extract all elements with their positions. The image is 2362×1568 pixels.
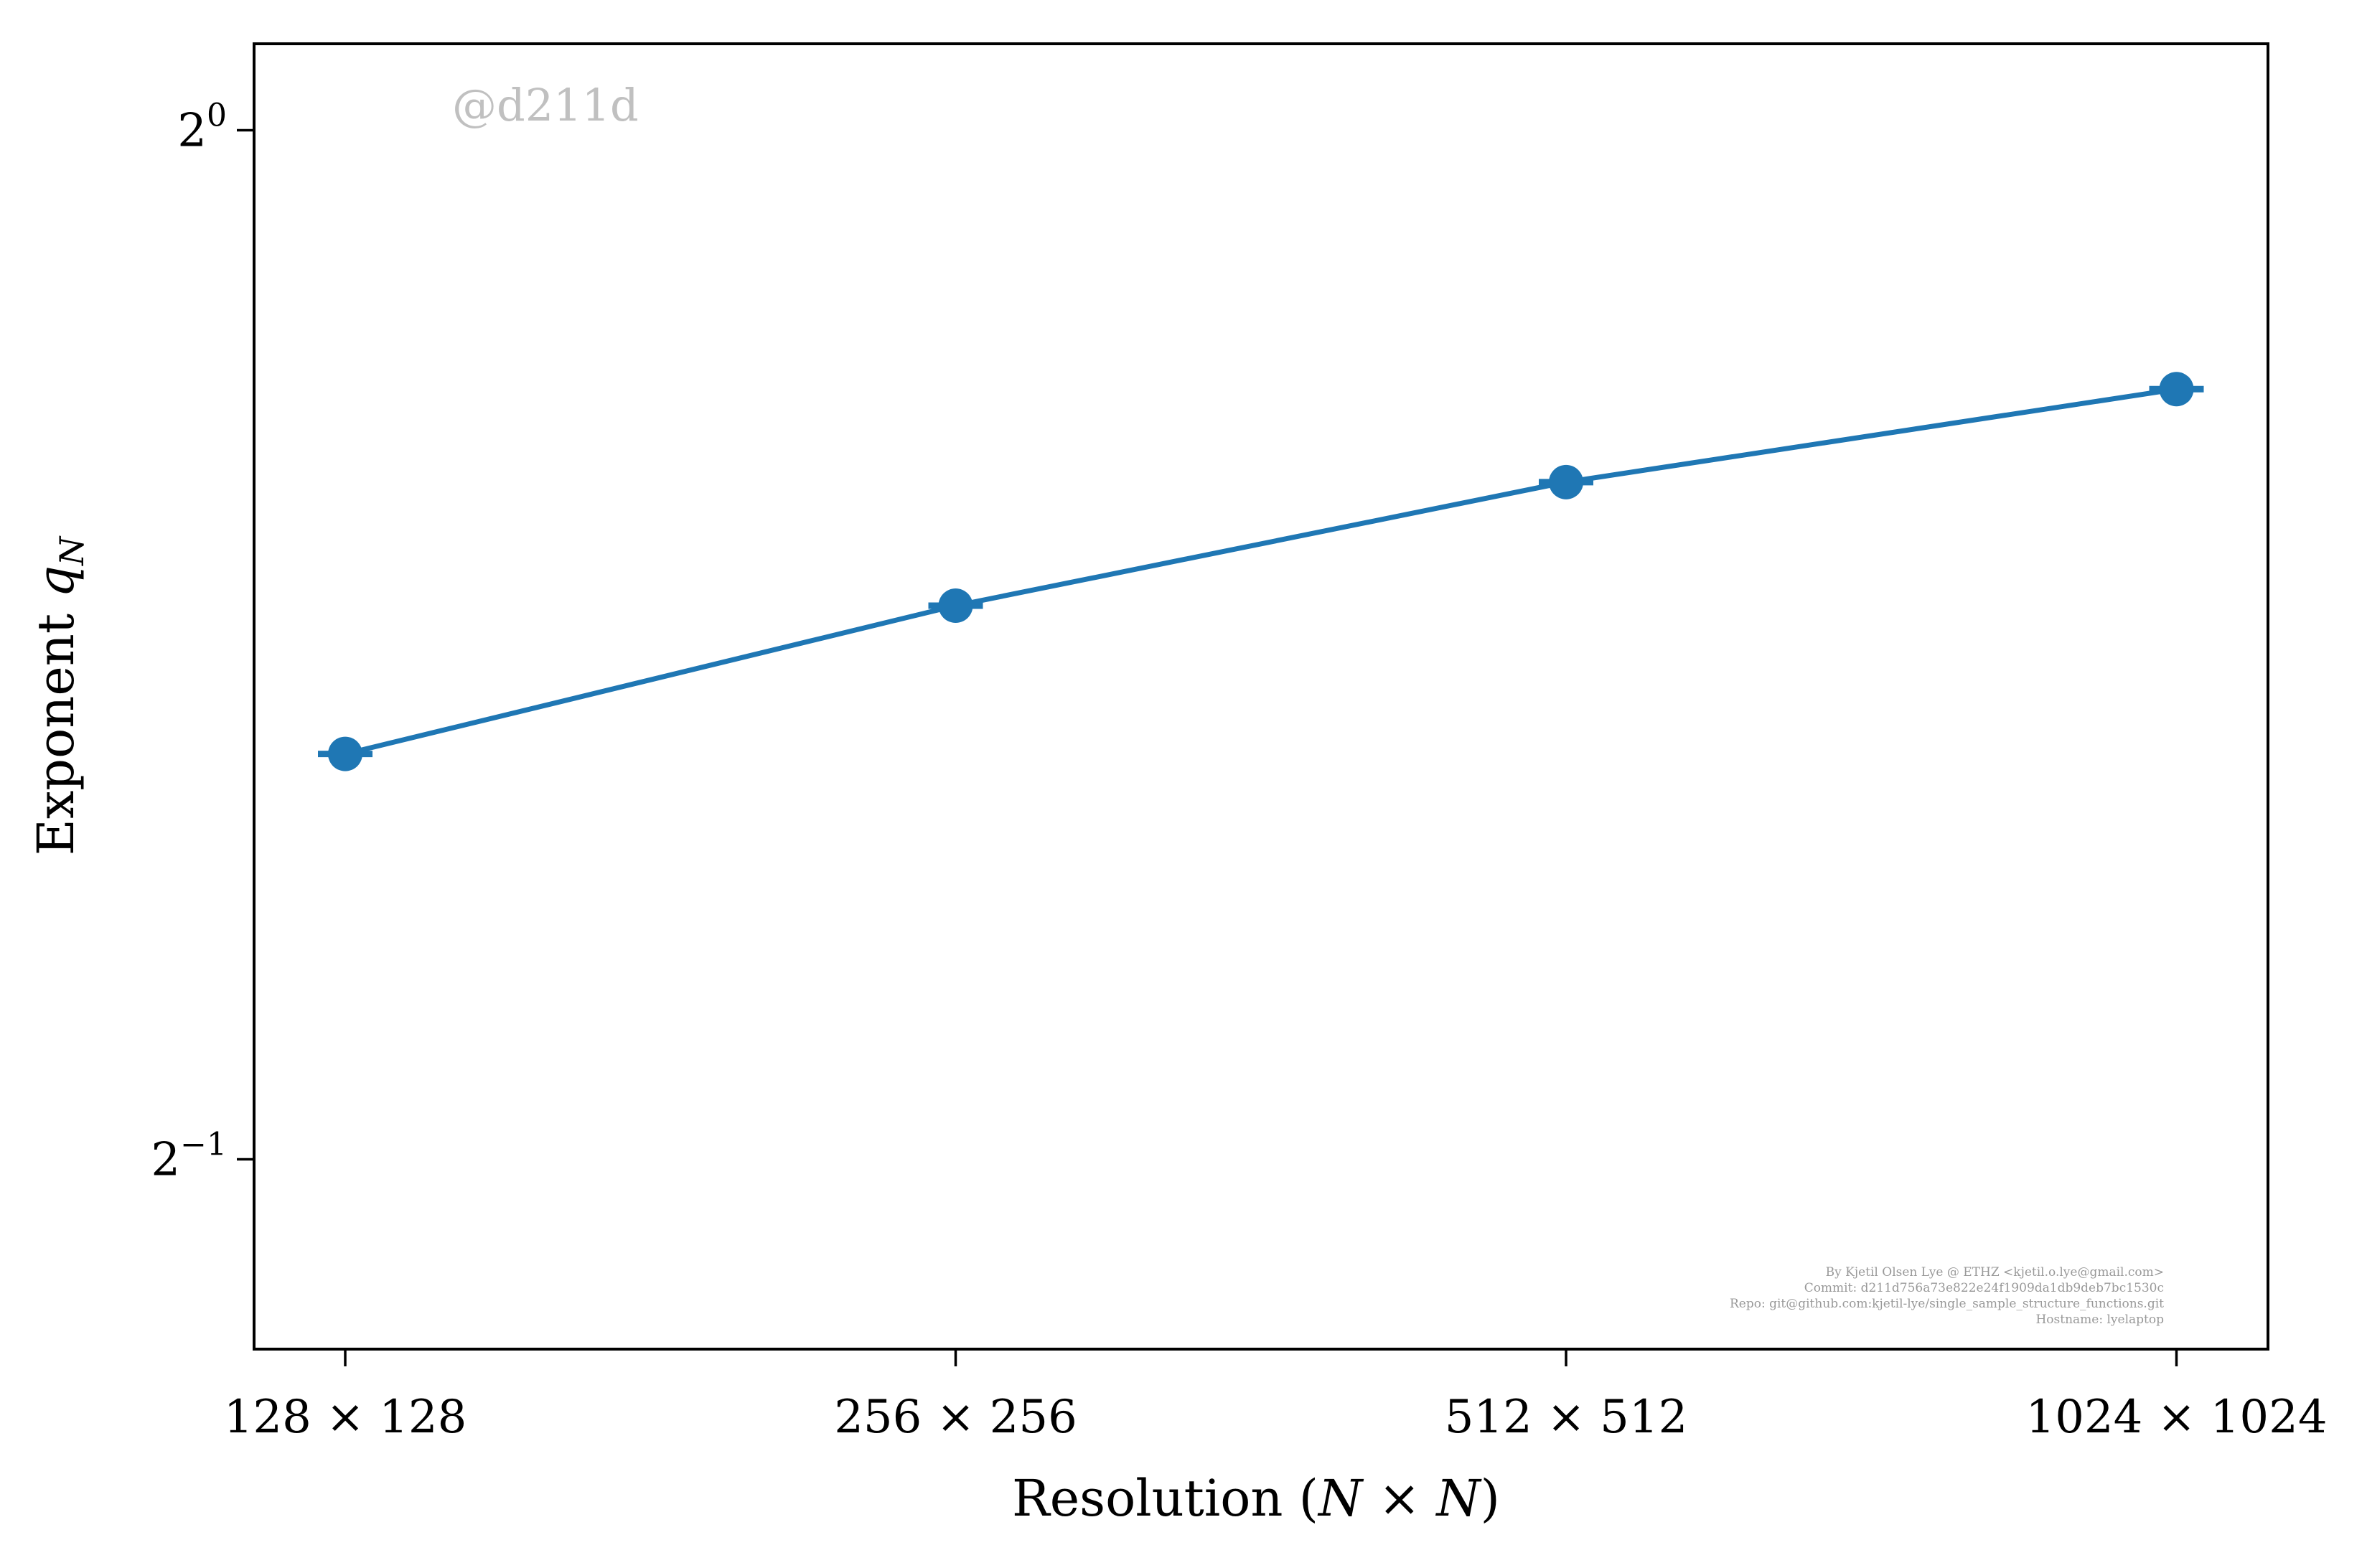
x-tick-label: 512 × 512 <box>1445 1391 1688 1444</box>
y-axis-label-var: q <box>27 565 85 598</box>
plot-frame <box>253 42 2269 1351</box>
credits-block: By Kjetil Olsen Lye @ ETHZ <kjetil.o.lye… <box>1730 1265 2164 1327</box>
y-axis-label-text: Exponent <box>27 598 85 856</box>
series-layer <box>318 372 2204 771</box>
x-axis-label-var-2: N <box>1435 1469 1482 1528</box>
watermark-text: @d211d <box>452 79 639 131</box>
x-tick-label: 128 × 128 <box>224 1391 467 1444</box>
x-axis-label-times: × <box>1362 1469 1436 1528</box>
credit-line-repo: Repo: git@github.com:kjetil-lye/single_s… <box>1730 1297 2164 1311</box>
y-tick-exponent: −1 <box>180 1127 227 1163</box>
x-tick-label: 1024 × 1024 <box>2025 1391 2327 1444</box>
credit-line-hostname: Hostname: lyelaptop <box>2035 1313 2164 1327</box>
data-point <box>938 588 973 623</box>
x-axis-label-var-1: N <box>1317 1469 1364 1528</box>
data-point <box>2159 372 2194 407</box>
y-axis-label: Exponent qN <box>27 535 91 855</box>
credit-line-commit: Commit: d211d756a73e822e24f1909da1db9deb… <box>1804 1281 2164 1295</box>
x-axis-label: Resolution (N × N) <box>1012 1469 1500 1528</box>
x-tick-label: 256 × 256 <box>834 1391 1077 1444</box>
y-axis: 202−1 <box>151 98 254 1187</box>
y-tick-base: 2 <box>177 105 207 158</box>
series-line <box>345 386 2178 757</box>
x-axis-label-text: Resolution ( <box>1012 1469 1318 1528</box>
y-tick-label: 2−1 <box>151 1127 227 1187</box>
x-axis-label-close: ) <box>1481 1469 1500 1528</box>
y-tick-label: 20 <box>177 98 227 158</box>
data-point <box>328 736 362 771</box>
data-point <box>1549 464 1583 499</box>
x-axis: 128 × 128 256 × 256 512 × 512 1024 × 1024 <box>224 1349 2328 1444</box>
y-tick-base: 2 <box>151 1134 180 1187</box>
y-tick-exponent: 0 <box>207 98 227 134</box>
y-axis-label-sub: N <box>52 535 91 566</box>
credit-line-author: By Kjetil Olsen Lye @ ETHZ <kjetil.o.lye… <box>1826 1265 2164 1280</box>
